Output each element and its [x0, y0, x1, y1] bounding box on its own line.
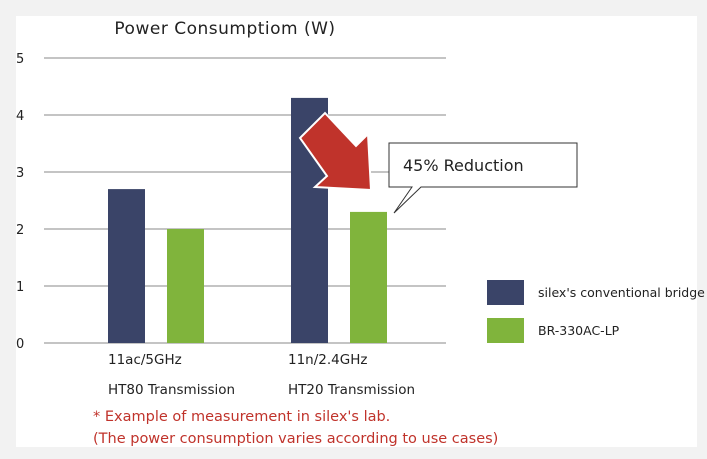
- footnote-line: * Example of measurement in silex's lab.: [93, 409, 391, 425]
- category-label: 11ac/5GHz HT80 Transmission: [108, 345, 235, 405]
- bar: [108, 189, 145, 343]
- y-tick-label: 1: [16, 280, 24, 295]
- legend-swatch: [487, 318, 524, 343]
- reduction-arrow-icon: [298, 111, 373, 192]
- legend-label: BR-330AC-LP: [538, 323, 620, 338]
- footnote-line: (The power consumption varies according …: [93, 431, 499, 447]
- category-line: HT20 Transmission: [288, 382, 416, 398]
- bar: [167, 229, 204, 343]
- y-tick-label: 2: [16, 223, 24, 238]
- y-tick-label: 3: [16, 166, 24, 181]
- y-tick-label: 0: [16, 337, 24, 352]
- chart-title: Power Consumptiom (W): [114, 19, 335, 39]
- legend-swatch: [487, 280, 524, 305]
- category-line: HT80 Transmission: [108, 382, 236, 398]
- bar: [350, 211, 387, 343]
- category-label: 11n/2.4GHz HT20 Transmission: [288, 345, 415, 405]
- category-line: 11n/2.4GHz: [288, 352, 368, 368]
- category-line: 11ac/5GHz: [108, 352, 182, 368]
- legend-label: silex's conventional bridge: [538, 285, 705, 300]
- callout-box: [388, 142, 578, 214]
- y-tick-label: 4: [16, 109, 24, 124]
- y-tick-label: 5: [16, 52, 24, 67]
- reduction-annotation: 45% Reduction: [403, 156, 524, 175]
